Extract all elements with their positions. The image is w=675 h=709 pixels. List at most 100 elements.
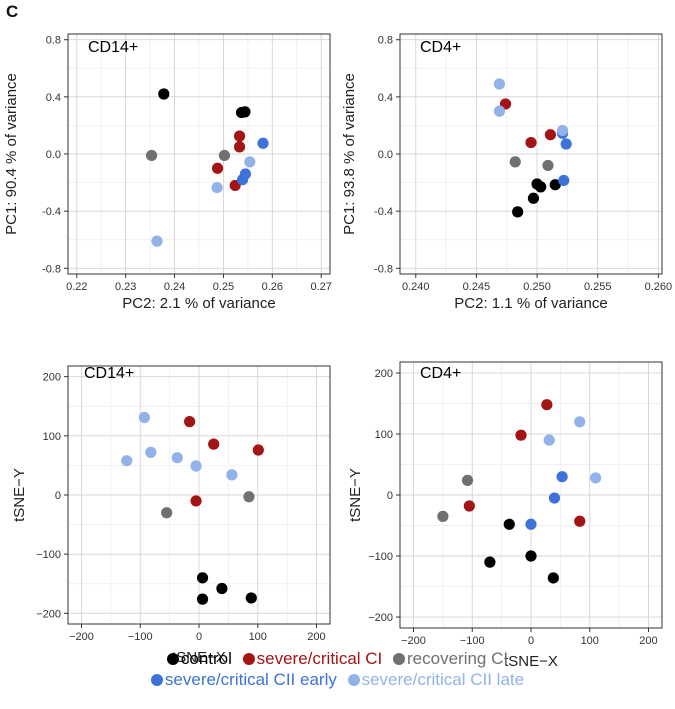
data-point-control	[245, 592, 257, 604]
data-point-control	[512, 206, 524, 218]
x-tick-label: −200	[69, 631, 94, 643]
data-point-severe-cii-late	[121, 455, 133, 467]
x-tick-label: −100	[128, 631, 153, 643]
y-axis-label: tSNE−Y	[347, 468, 364, 522]
data-point-severe-ci	[233, 130, 246, 142]
y-tick-label: -0.4	[42, 206, 61, 218]
legend-label: severe/critical CII late	[361, 670, 525, 689]
x-tick-label: 0.255	[584, 281, 612, 293]
plot-frame	[399, 33, 663, 275]
y-tick-label: −200	[368, 612, 393, 624]
data-point-control	[525, 550, 537, 562]
data-point-control	[549, 179, 561, 191]
legend-dot-icon	[166, 653, 179, 665]
data-point-control	[239, 106, 251, 118]
data-point-severe-cii-early	[558, 174, 570, 187]
x-tick-label: 0.22	[66, 281, 87, 293]
x-tick-label: 200	[307, 631, 325, 643]
data-point-severe-cii-late	[226, 469, 238, 481]
data-point-severe-ci	[525, 136, 537, 149]
x-tick-label: 0.23	[115, 281, 136, 293]
data-point-severe-ci	[574, 515, 586, 527]
data-point-control	[216, 582, 228, 595]
x-tick-label: 100	[581, 635, 599, 647]
plot-frame	[399, 361, 663, 629]
legend-dot-icon	[347, 674, 360, 686]
data-point-severe-cii-late	[543, 434, 555, 446]
y-tick-label: 100	[375, 429, 393, 441]
data-point-severe-cii-late	[138, 411, 150, 424]
x-tick-label: 0	[528, 635, 534, 647]
legend-label: recovering CI	[407, 649, 509, 668]
y-tick-label: 0.0	[46, 149, 61, 161]
chart-title: CD4+	[420, 39, 461, 56]
y-axis-label: PC1: 93.8 % of variance	[341, 73, 358, 235]
data-point-severe-cii-late	[145, 446, 157, 458]
data-point-severe-cii-early	[548, 492, 561, 504]
data-point-severe-ci	[515, 429, 527, 441]
data-point-severe-cii-late	[493, 78, 506, 90]
x-tick-label: 0.24	[164, 281, 185, 293]
legend-row-1: control severe/critical CI recovering CI	[0, 648, 675, 669]
data-point-severe-cii-early	[257, 137, 269, 149]
data-point-recovering-ci	[218, 149, 231, 162]
panel-letter: C	[6, 2, 19, 21]
legend-item-severe-cii-early: severe/critical CII early	[150, 669, 337, 690]
legend-item-control: control	[166, 648, 232, 669]
y-tick-label: −100	[36, 549, 61, 561]
plot-area: −200 −100 0 100 200 −200 −100 0 100 200 CD4+ tSNE−X…	[347, 361, 663, 670]
x-tick-label: 100	[249, 631, 267, 643]
chart-title: CD14+	[88, 39, 138, 56]
y-tick-label: 0.0	[378, 149, 393, 161]
x-axis-label: tSNE−X	[172, 649, 226, 666]
legend-label: control	[180, 649, 232, 668]
data-point-severe-ci	[190, 495, 202, 507]
x-axis-label: tSNE−X	[504, 653, 558, 670]
data-point-severe-cii-late	[590, 472, 602, 484]
data-point-severe-cii-late	[574, 416, 586, 428]
x-tick-label: 0.27	[310, 281, 331, 293]
pca-cd14-chart: 0.22 0.23 0.24 0.25 0.26 0.27 -0.8 -0.4 0.0 0.4 0.…	[3, 33, 332, 312]
data-point-recovering-ci	[542, 159, 554, 172]
chart-title: CD4+	[420, 365, 461, 382]
plot-area: −200 −100 0 100 200 −200 −100 0 100 200 CD14+ tSNE−…	[11, 365, 331, 666]
y-tick-label: −100	[368, 551, 393, 563]
plot-frame	[67, 33, 331, 275]
data-point-severe-ci	[211, 162, 224, 174]
y-tick-label: 200	[375, 368, 393, 380]
tsne-cd14-chart: −200 −100 0 100 200 −200 −100 0 100 200 CD14+ tSNE−…	[11, 365, 331, 666]
data-point-severe-ci	[208, 438, 220, 450]
legend-dot-icon	[393, 653, 406, 665]
data-point-control	[484, 556, 496, 568]
data-point-severe-cii-late	[190, 460, 202, 472]
data-point-severe-cii-late	[171, 452, 183, 464]
y-axis-label: tSNE−Y	[11, 468, 28, 522]
data-point-control	[503, 518, 515, 530]
x-tick-label: 200	[639, 635, 657, 647]
y-tick-label: 0.4	[378, 92, 393, 104]
data-point-severe-cii-late	[151, 235, 163, 247]
data-point-severe-ci	[252, 444, 264, 456]
plot-area: 0.240 0.245 0.250 0.255 0.260 -0.8 -0.4 0.0 0.4 0…	[341, 33, 672, 312]
y-tick-label: 0	[55, 490, 61, 502]
data-point-severe-ci	[463, 500, 475, 512]
data-point-recovering-ci	[437, 510, 449, 522]
chart-title: CD14+	[84, 365, 134, 382]
x-tick-label: 0	[196, 631, 202, 643]
data-point-severe-ci	[544, 129, 557, 141]
data-point-recovering-ci	[161, 507, 173, 519]
data-point-recovering-ci	[145, 149, 158, 162]
y-tick-label: 100	[43, 431, 61, 443]
data-point-severe-cii-late	[493, 105, 506, 117]
data-point-control	[158, 88, 170, 100]
data-point-severe-ci	[233, 141, 246, 153]
pca-cd4-chart: 0.240 0.245 0.250 0.255 0.260 -0.8 -0.4 0.0 0.4 0…	[341, 33, 672, 312]
data-point-severe-cii-late	[211, 181, 223, 194]
x-tick-label: −100	[460, 635, 485, 647]
data-point-severe-ci	[184, 416, 196, 428]
y-tick-label: -0.8	[42, 263, 61, 275]
y-tick-label: 0.4	[46, 92, 61, 104]
x-axis-label: PC2: 2.1 % of variance	[122, 295, 275, 312]
legend-label: severe/critical CI	[256, 649, 383, 668]
data-point-severe-cii-early	[560, 138, 572, 150]
